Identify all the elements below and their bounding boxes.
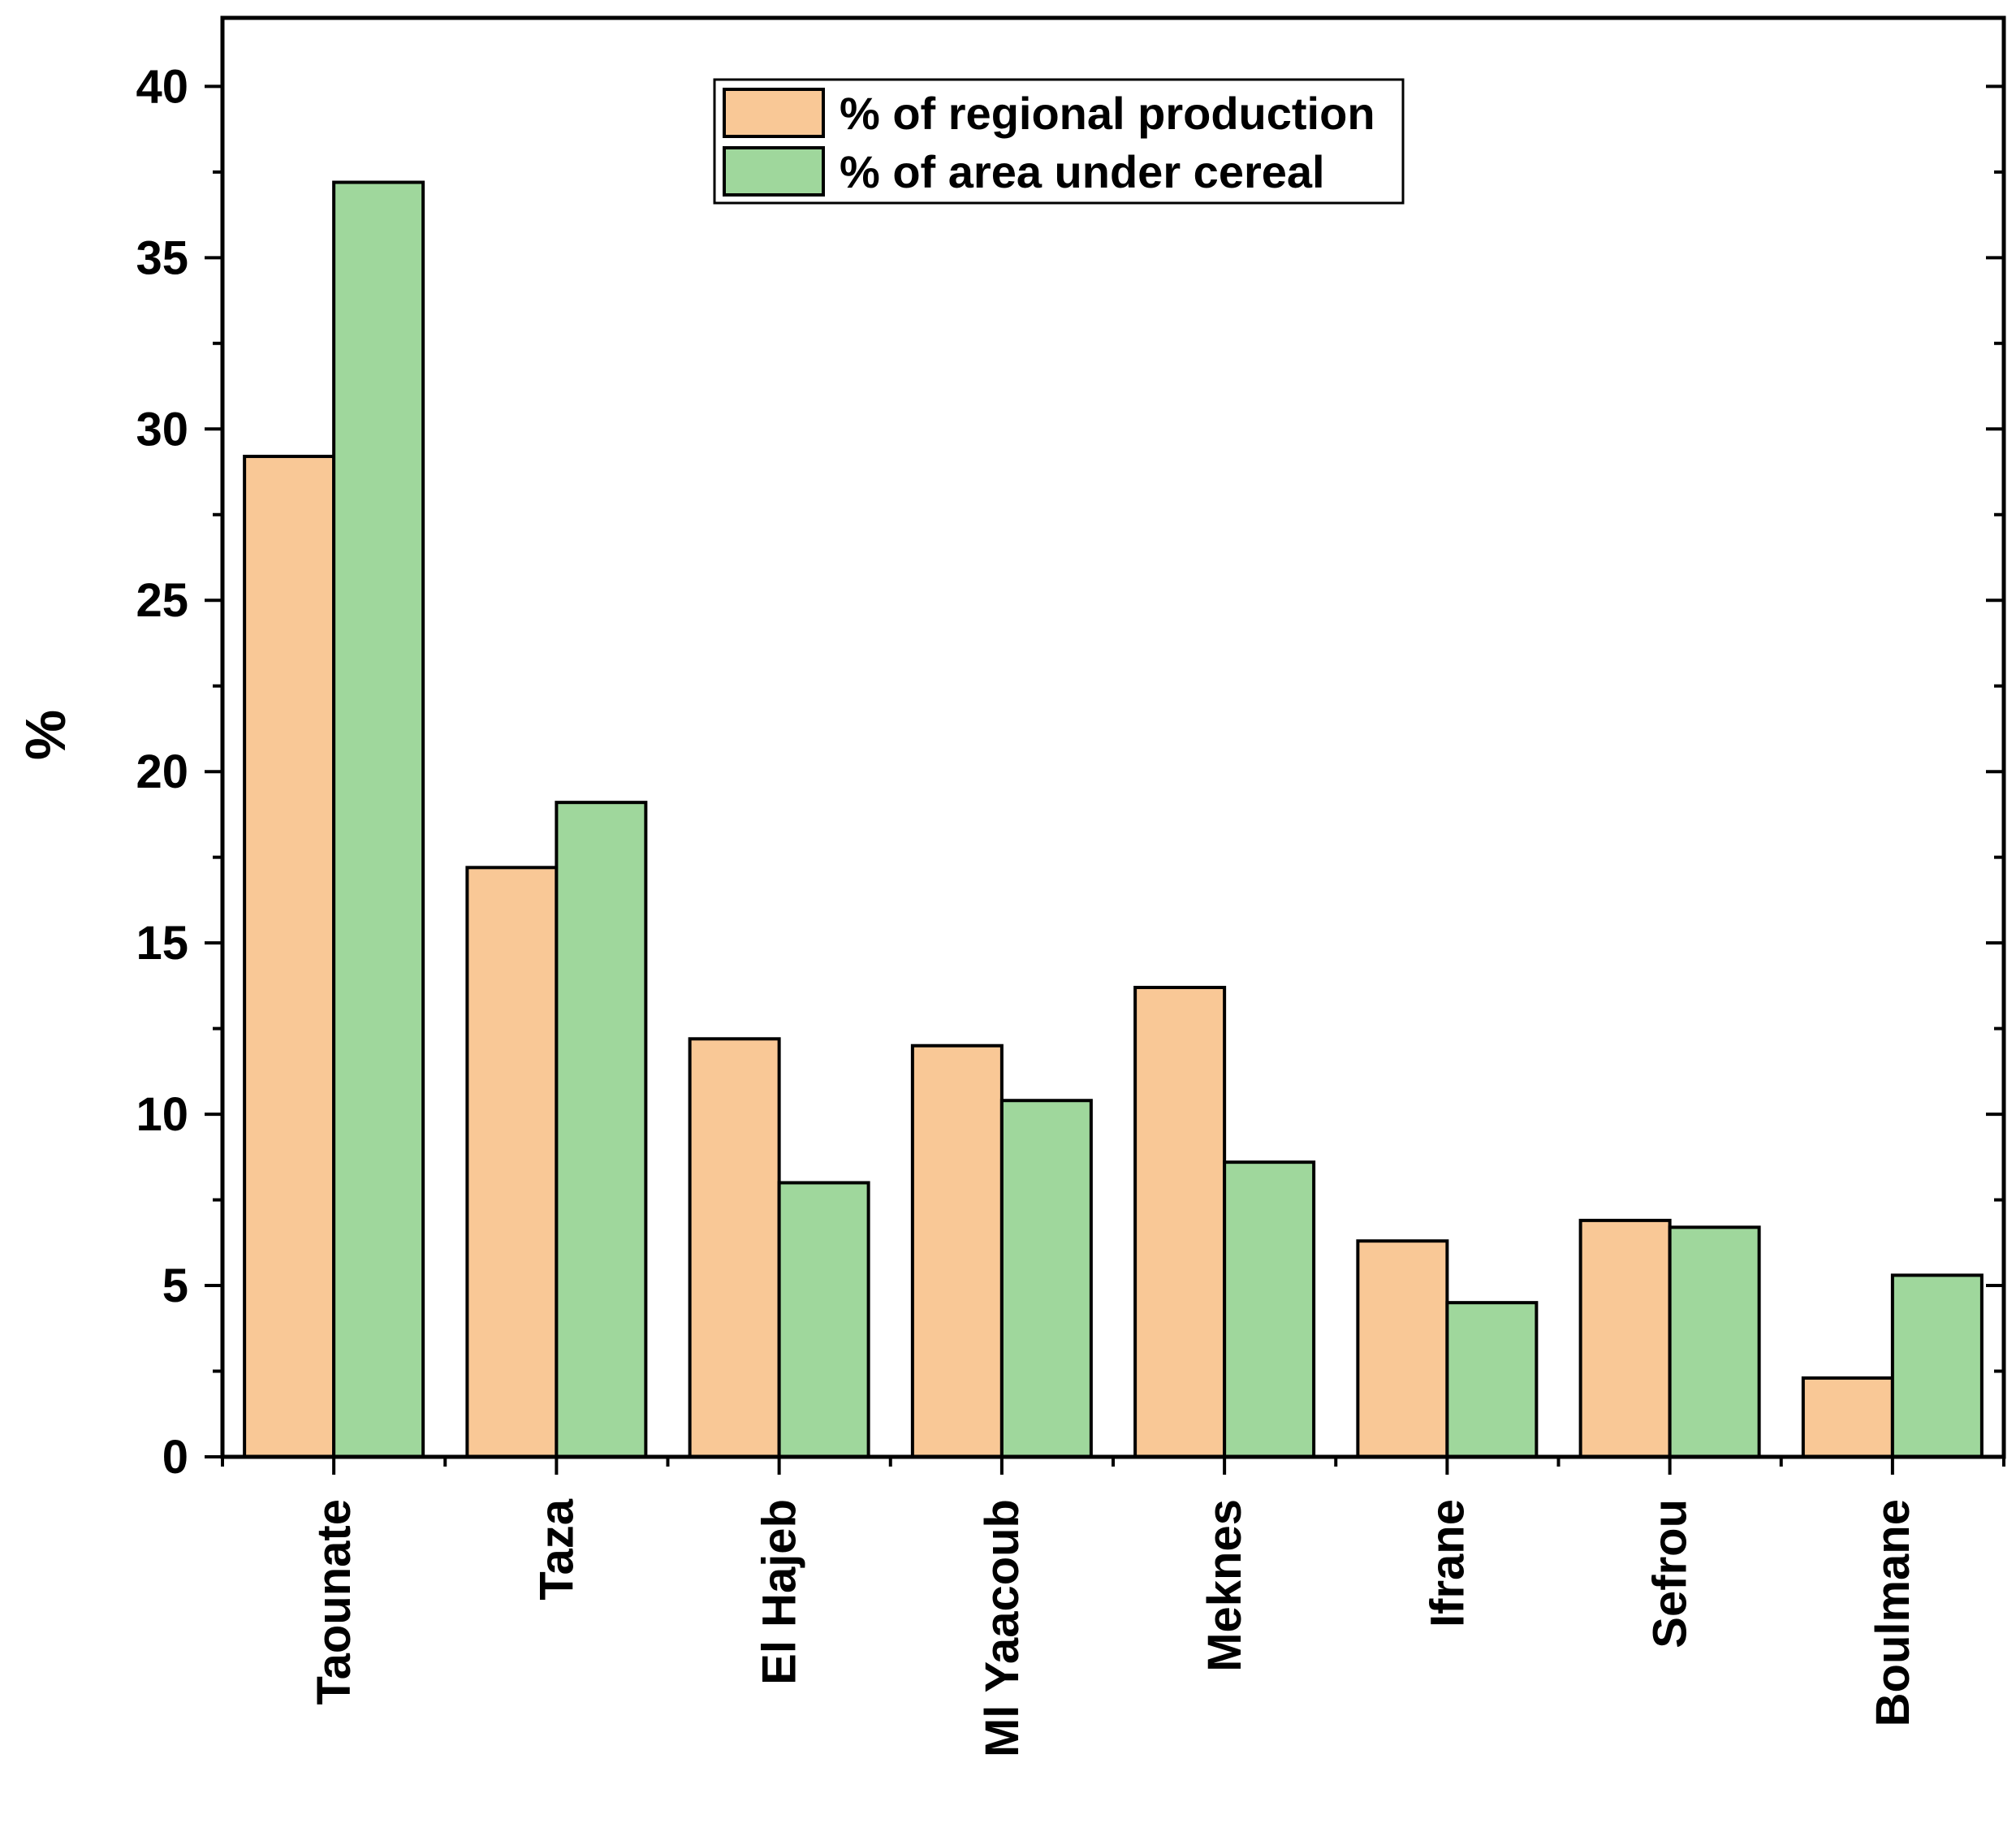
- plot-frame: [220, 15, 2006, 1459]
- y-tick-label-10: 10: [136, 1088, 188, 1141]
- plot-area: Taounate Taza El Hajeb Ml Yaacoub Meknes Ifra…: [136, 15, 2006, 1757]
- bar-taza-area-under-cereal: [555, 801, 648, 1458]
- bar-taounate-area-under-cereal: [332, 180, 425, 1458]
- x-tick-label-taounate: Taounate: [308, 1499, 360, 1705]
- bar-el-hajeb-area-under-cereal: [777, 1181, 870, 1458]
- bar-ml-yaacoub-area-under-cereal: [999, 1099, 1093, 1458]
- y-axis-title: %: [14, 710, 77, 760]
- y-tick-label-20: 20: [136, 745, 188, 798]
- bar-ifrane-regional-production: [1356, 1239, 1449, 1458]
- y-tick-label-25: 25: [136, 574, 188, 627]
- legend-label-regional-production: % of regional production: [840, 88, 1375, 139]
- bar-meknes-regional-production: [1133, 985, 1227, 1458]
- y-tick-label-30: 30: [136, 403, 188, 456]
- x-tick-label-ml-yaacoub: Ml Yaacoub: [976, 1499, 1029, 1757]
- bar-boulmane-area-under-cereal: [1890, 1273, 1984, 1459]
- y-tick-label-15: 15: [136, 917, 188, 970]
- bar-boulmane-regional-production: [1801, 1376, 1894, 1459]
- bar-el-hajeb-regional-production: [688, 1037, 781, 1459]
- x-tick-label-taza: Taza: [530, 1498, 583, 1600]
- bar-meknes-area-under-cereal: [1223, 1160, 1316, 1458]
- bar-taza-regional-production: [465, 866, 559, 1459]
- y-tick-label-5: 5: [162, 1260, 188, 1312]
- x-tick-label-boulmane: Boulmane: [1867, 1499, 1919, 1726]
- x-tick-label-el-hajeb: El Hajeb: [753, 1499, 806, 1685]
- x-tick-label-meknes: Meknes: [1198, 1499, 1251, 1672]
- legend-label-area-under-cereal: % of area under cereal: [840, 146, 1325, 197]
- y-tick-label-0: 0: [162, 1431, 188, 1484]
- bar-sefrou-area-under-cereal: [1668, 1225, 1761, 1459]
- y-tick-label-40: 40: [136, 60, 188, 113]
- x-tick-label-ifrane: Ifrane: [1421, 1499, 1474, 1627]
- bar-sefrou-regional-production: [1578, 1218, 1672, 1459]
- legend-swatch-area-under-cereal: [723, 146, 825, 197]
- y-tick-label-35: 35: [136, 231, 188, 284]
- bar-taounate-regional-production: [243, 455, 336, 1458]
- bar-ifrane-area-under-cereal: [1445, 1301, 1539, 1458]
- legend-swatch-regional-production: [723, 88, 825, 138]
- bar-ml-yaacoub-regional-production: [910, 1043, 1004, 1458]
- legend: % of regional production % of area under…: [713, 78, 1405, 205]
- x-tick-label-sefrou: Sefrou: [1644, 1499, 1697, 1648]
- legend-frame: [713, 78, 1405, 205]
